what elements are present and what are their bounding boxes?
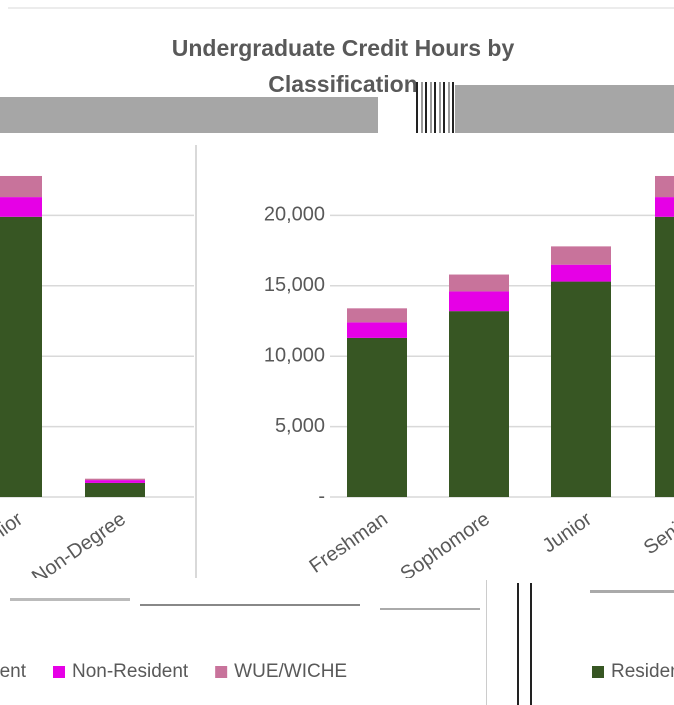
bar-segment	[347, 337, 407, 497]
legend-label: Resident	[0, 661, 27, 682]
glitch-band	[455, 85, 674, 133]
y-tick-label: 15,000	[264, 274, 325, 296]
bar-segment	[551, 264, 611, 282]
y-tick-label: 20,000	[264, 204, 325, 226]
glitch-line	[530, 583, 532, 705]
legend-label: WUE/WICHE	[234, 661, 347, 682]
bar-segment	[0, 197, 42, 217]
bar-segment	[85, 478, 145, 481]
x-tick-label: Junior	[539, 508, 597, 557]
glitch-line	[517, 583, 519, 705]
y-tick-label: 10,000	[264, 344, 325, 366]
glitch-dash	[140, 604, 360, 606]
bar-segment	[449, 311, 509, 497]
glitch-dash	[590, 590, 674, 593]
y-tick-label: 5,000	[275, 415, 325, 437]
x-tick-label: Sophomore	[397, 508, 494, 585]
x-tick-label: Senior	[640, 508, 674, 559]
legend-label: Resident	[611, 661, 674, 682]
glitch-dash	[380, 608, 480, 610]
bar-segment	[449, 291, 509, 312]
glitch-line	[486, 580, 487, 705]
left-panel	[0, 175, 194, 498]
bar-segment	[655, 197, 674, 217]
chart-title: Undergraduate Credit Hours by Classifica…	[171, 35, 515, 97]
bar-segment	[551, 246, 611, 265]
legend-label: Non-Resident	[72, 661, 189, 682]
bar-segment	[347, 322, 407, 338]
legend-swatch	[215, 666, 228, 678]
x-tick-label: Senior	[0, 508, 27, 559]
bar-segment	[655, 175, 674, 198]
y-tick-label: -	[318, 485, 325, 507]
bar-segment	[449, 274, 509, 292]
bar-segment	[85, 482, 145, 497]
bar-segment	[347, 308, 407, 323]
legend-swatch	[592, 666, 604, 678]
x-tick-label: Freshman	[305, 508, 391, 578]
bar-segment	[0, 216, 42, 498]
x-tick-label: Non-Degree	[28, 508, 130, 589]
right-panel	[330, 175, 674, 498]
legend-swatch	[53, 666, 65, 678]
glitch-dash	[10, 598, 130, 601]
bar-segment	[655, 216, 674, 498]
bar-segment	[0, 175, 42, 198]
bar-segment	[85, 480, 145, 483]
glitch-stripes	[416, 82, 455, 133]
glitch-band	[0, 97, 378, 133]
bar-segment	[551, 281, 611, 497]
legend: ResidentNon-ResidentWUE/WICHEResidentNon…	[0, 661, 674, 682]
